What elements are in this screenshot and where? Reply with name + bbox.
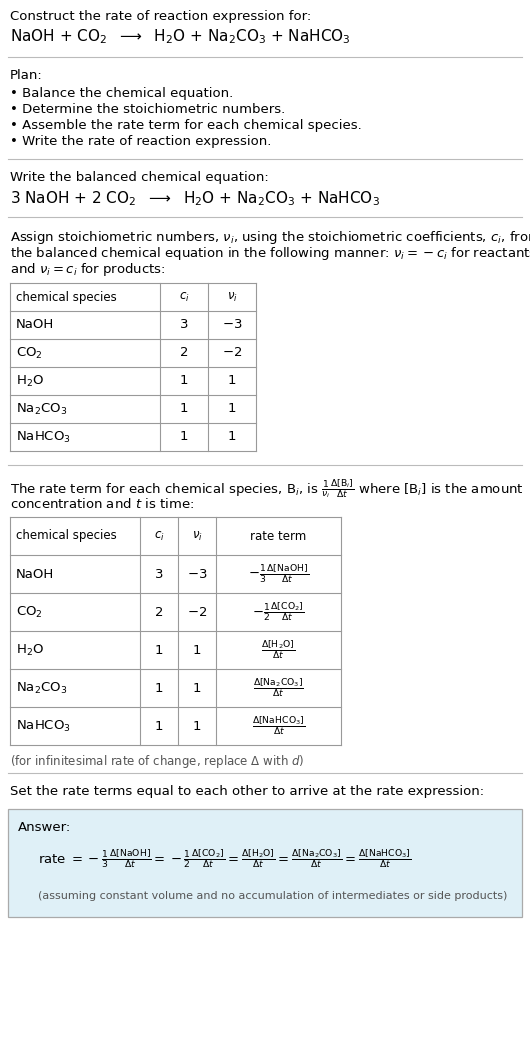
Text: 3: 3 bbox=[155, 568, 163, 581]
Text: H$_2$O: H$_2$O bbox=[16, 373, 44, 388]
Text: $c_i$: $c_i$ bbox=[154, 529, 164, 543]
Text: $\nu_i$: $\nu_i$ bbox=[227, 291, 237, 303]
Text: 3: 3 bbox=[180, 318, 188, 332]
Text: 1: 1 bbox=[180, 403, 188, 415]
Text: and $\nu_i = c_i$ for products:: and $\nu_i = c_i$ for products: bbox=[10, 262, 165, 278]
Text: (assuming constant volume and no accumulation of intermediates or side products): (assuming constant volume and no accumul… bbox=[38, 891, 507, 901]
Text: 1: 1 bbox=[180, 374, 188, 387]
Text: Set the rate terms equal to each other to arrive at the rate expression:: Set the rate terms equal to each other t… bbox=[10, 784, 484, 798]
Text: $-2$: $-2$ bbox=[222, 346, 242, 360]
Text: 1: 1 bbox=[228, 374, 236, 387]
Text: Na$_2$CO$_3$: Na$_2$CO$_3$ bbox=[16, 402, 67, 416]
Text: 1: 1 bbox=[155, 643, 163, 657]
Text: NaHCO$_3$: NaHCO$_3$ bbox=[16, 719, 71, 733]
Text: 3 NaOH + 2 CO$_2$  $\longrightarrow$  H$_2$O + Na$_2$CO$_3$ + NaHCO$_3$: 3 NaOH + 2 CO$_2$ $\longrightarrow$ H$_2… bbox=[10, 189, 380, 208]
Text: $-2$: $-2$ bbox=[187, 606, 207, 618]
Text: NaHCO$_3$: NaHCO$_3$ bbox=[16, 430, 71, 445]
Text: rate term: rate term bbox=[250, 529, 307, 543]
Text: $\frac{\Delta[\mathrm{Na_2CO_3}]}{\Delta t}$: $\frac{\Delta[\mathrm{Na_2CO_3}]}{\Delta… bbox=[253, 677, 304, 700]
Text: 2: 2 bbox=[155, 606, 163, 618]
Text: NaOH: NaOH bbox=[16, 318, 54, 332]
Text: NaOH + CO$_2$  $\longrightarrow$  H$_2$O + Na$_2$CO$_3$ + NaHCO$_3$: NaOH + CO$_2$ $\longrightarrow$ H$_2$O +… bbox=[10, 27, 351, 46]
FancyBboxPatch shape bbox=[8, 809, 522, 917]
Text: NaOH: NaOH bbox=[16, 568, 54, 581]
Text: the balanced chemical equation in the following manner: $\nu_i = -c_i$ for react: the balanced chemical equation in the fo… bbox=[10, 245, 530, 262]
Text: 1: 1 bbox=[193, 720, 201, 732]
Text: chemical species: chemical species bbox=[16, 529, 117, 543]
Text: $-\frac{1}{3}\frac{\Delta[\mathrm{NaOH}]}{\Delta t}$: $-\frac{1}{3}\frac{\Delta[\mathrm{NaOH}]… bbox=[248, 563, 309, 585]
Text: Answer:: Answer: bbox=[18, 821, 71, 834]
Text: • Determine the stoichiometric numbers.: • Determine the stoichiometric numbers. bbox=[10, 103, 285, 116]
Text: Assign stoichiometric numbers, $\nu_i$, using the stoichiometric coefficients, $: Assign stoichiometric numbers, $\nu_i$, … bbox=[10, 229, 530, 246]
Text: The rate term for each chemical species, B$_i$, is $\frac{1}{\nu_i}\frac{\Delta[: The rate term for each chemical species,… bbox=[10, 477, 524, 500]
Text: 1: 1 bbox=[193, 643, 201, 657]
Text: 1: 1 bbox=[155, 682, 163, 695]
Text: (for infinitesimal rate of change, replace Δ with $d$): (for infinitesimal rate of change, repla… bbox=[10, 753, 304, 770]
Text: rate $= -\frac{1}{3}\frac{\Delta[\mathrm{NaOH}]}{\Delta t} = -\frac{1}{2}\frac{\: rate $= -\frac{1}{3}\frac{\Delta[\mathrm… bbox=[38, 847, 412, 870]
Text: • Write the rate of reaction expression.: • Write the rate of reaction expression. bbox=[10, 135, 271, 147]
Text: • Balance the chemical equation.: • Balance the chemical equation. bbox=[10, 87, 233, 100]
Text: 1: 1 bbox=[228, 403, 236, 415]
Text: Plan:: Plan: bbox=[10, 69, 43, 82]
Text: 1: 1 bbox=[155, 720, 163, 732]
Text: concentration and $t$ is time:: concentration and $t$ is time: bbox=[10, 497, 194, 511]
Text: Construct the rate of reaction expression for:: Construct the rate of reaction expressio… bbox=[10, 10, 311, 23]
Text: $\frac{\Delta[\mathrm{H_2O}]}{\Delta t}$: $\frac{\Delta[\mathrm{H_2O}]}{\Delta t}$ bbox=[261, 638, 296, 661]
Text: • Assemble the rate term for each chemical species.: • Assemble the rate term for each chemic… bbox=[10, 119, 362, 132]
Text: $-3$: $-3$ bbox=[222, 318, 242, 332]
Text: 1: 1 bbox=[180, 431, 188, 444]
Text: $\nu_i$: $\nu_i$ bbox=[191, 529, 202, 543]
Text: chemical species: chemical species bbox=[16, 291, 117, 303]
Text: CO$_2$: CO$_2$ bbox=[16, 605, 43, 619]
Text: $-3$: $-3$ bbox=[187, 568, 207, 581]
Text: CO$_2$: CO$_2$ bbox=[16, 345, 43, 361]
Text: $-\frac{1}{2}\frac{\Delta[\mathrm{CO_2}]}{\Delta t}$: $-\frac{1}{2}\frac{\Delta[\mathrm{CO_2}]… bbox=[252, 600, 305, 623]
Text: 1: 1 bbox=[193, 682, 201, 695]
Text: 2: 2 bbox=[180, 346, 188, 360]
Text: 1: 1 bbox=[228, 431, 236, 444]
Text: $c_i$: $c_i$ bbox=[179, 291, 189, 303]
Text: $\frac{\Delta[\mathrm{NaHCO_3}]}{\Delta t}$: $\frac{\Delta[\mathrm{NaHCO_3}]}{\Delta … bbox=[252, 714, 305, 737]
Text: H$_2$O: H$_2$O bbox=[16, 642, 44, 658]
Text: Write the balanced chemical equation:: Write the balanced chemical equation: bbox=[10, 170, 269, 184]
Text: Na$_2$CO$_3$: Na$_2$CO$_3$ bbox=[16, 681, 67, 696]
